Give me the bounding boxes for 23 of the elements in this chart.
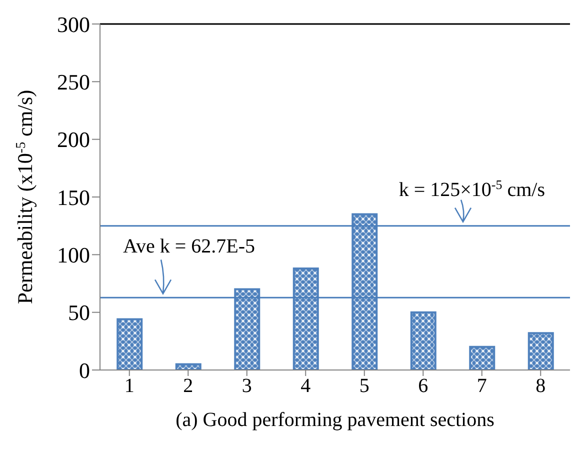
y-tick-label: 300 [57,12,90,37]
y-tick-label: 50 [68,300,90,326]
ref-line-label: Ave k = 62.7E-5 [123,236,255,258]
x-tick-label: 4 [300,375,311,398]
x-tick-label: 6 [418,375,428,398]
y-tick-label: 200 [57,127,90,152]
x-tick-label: 1 [124,375,134,398]
y-tick-label: 100 [57,242,90,268]
ref-line-label: k = 125×10$^{-5}$ cm/s [398,176,546,201]
x-axis-title: (a) Good performing pavement sections [176,409,495,431]
y-tick-label: 250 [57,69,90,94]
bar [175,363,202,370]
x-tick-label: 7 [476,375,487,398]
y-tick-label: 150 [57,184,90,210]
x-tick-label: 2 [183,375,194,398]
bar [469,346,496,370]
x-tick-label: 3 [242,375,252,398]
bar [410,311,436,370]
y-tick-label: 0 [79,358,90,383]
bar [116,318,143,370]
x-tick-label: 8 [536,375,546,398]
bar [528,332,554,370]
x-tick-label: 5 [359,375,370,398]
